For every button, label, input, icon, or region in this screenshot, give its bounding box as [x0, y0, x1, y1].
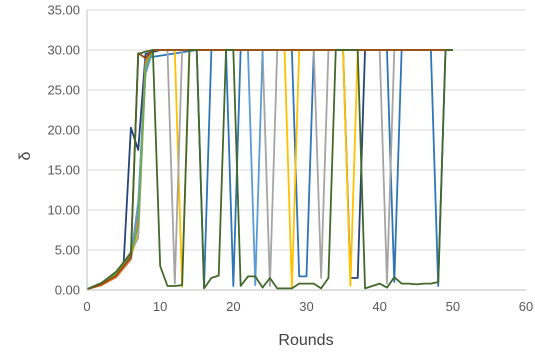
- x-tick-labels: 0 10 20 30 40 50 60: [83, 299, 533, 314]
- y-tick-label: 15.00: [47, 163, 80, 178]
- y-tick-label: 25.00: [47, 83, 80, 98]
- gridlines: [87, 9, 526, 251]
- y-tick-labels: 0.00 5.00 10.00 15.00 20.00 25.00 30.00 35.00: [47, 3, 80, 298]
- series-line-9: [86, 49, 453, 291]
- series-lines: [86, 49, 453, 291]
- x-axis-title: Rounds: [278, 332, 333, 349]
- y-tick-label: 5.00: [55, 243, 80, 258]
- y-axis-title: δ: [17, 151, 34, 160]
- axes: [86, 10, 526, 291]
- x-tick-label: 0: [83, 299, 90, 314]
- x-tick-label: 20: [226, 299, 240, 314]
- x-tick-label: 50: [446, 299, 460, 314]
- y-tick-label: 20.00: [47, 123, 80, 138]
- y-tick-label: 35.00: [47, 3, 80, 18]
- x-tick-label: 10: [153, 299, 167, 314]
- y-tick-label: 30.00: [47, 43, 80, 58]
- x-tick-label: 40: [372, 299, 386, 314]
- x-tick-label: 60: [519, 299, 533, 314]
- y-tick-label: 0.00: [55, 283, 80, 298]
- x-tick-label: 30: [299, 299, 313, 314]
- y-tick-label: 10.00: [47, 203, 80, 218]
